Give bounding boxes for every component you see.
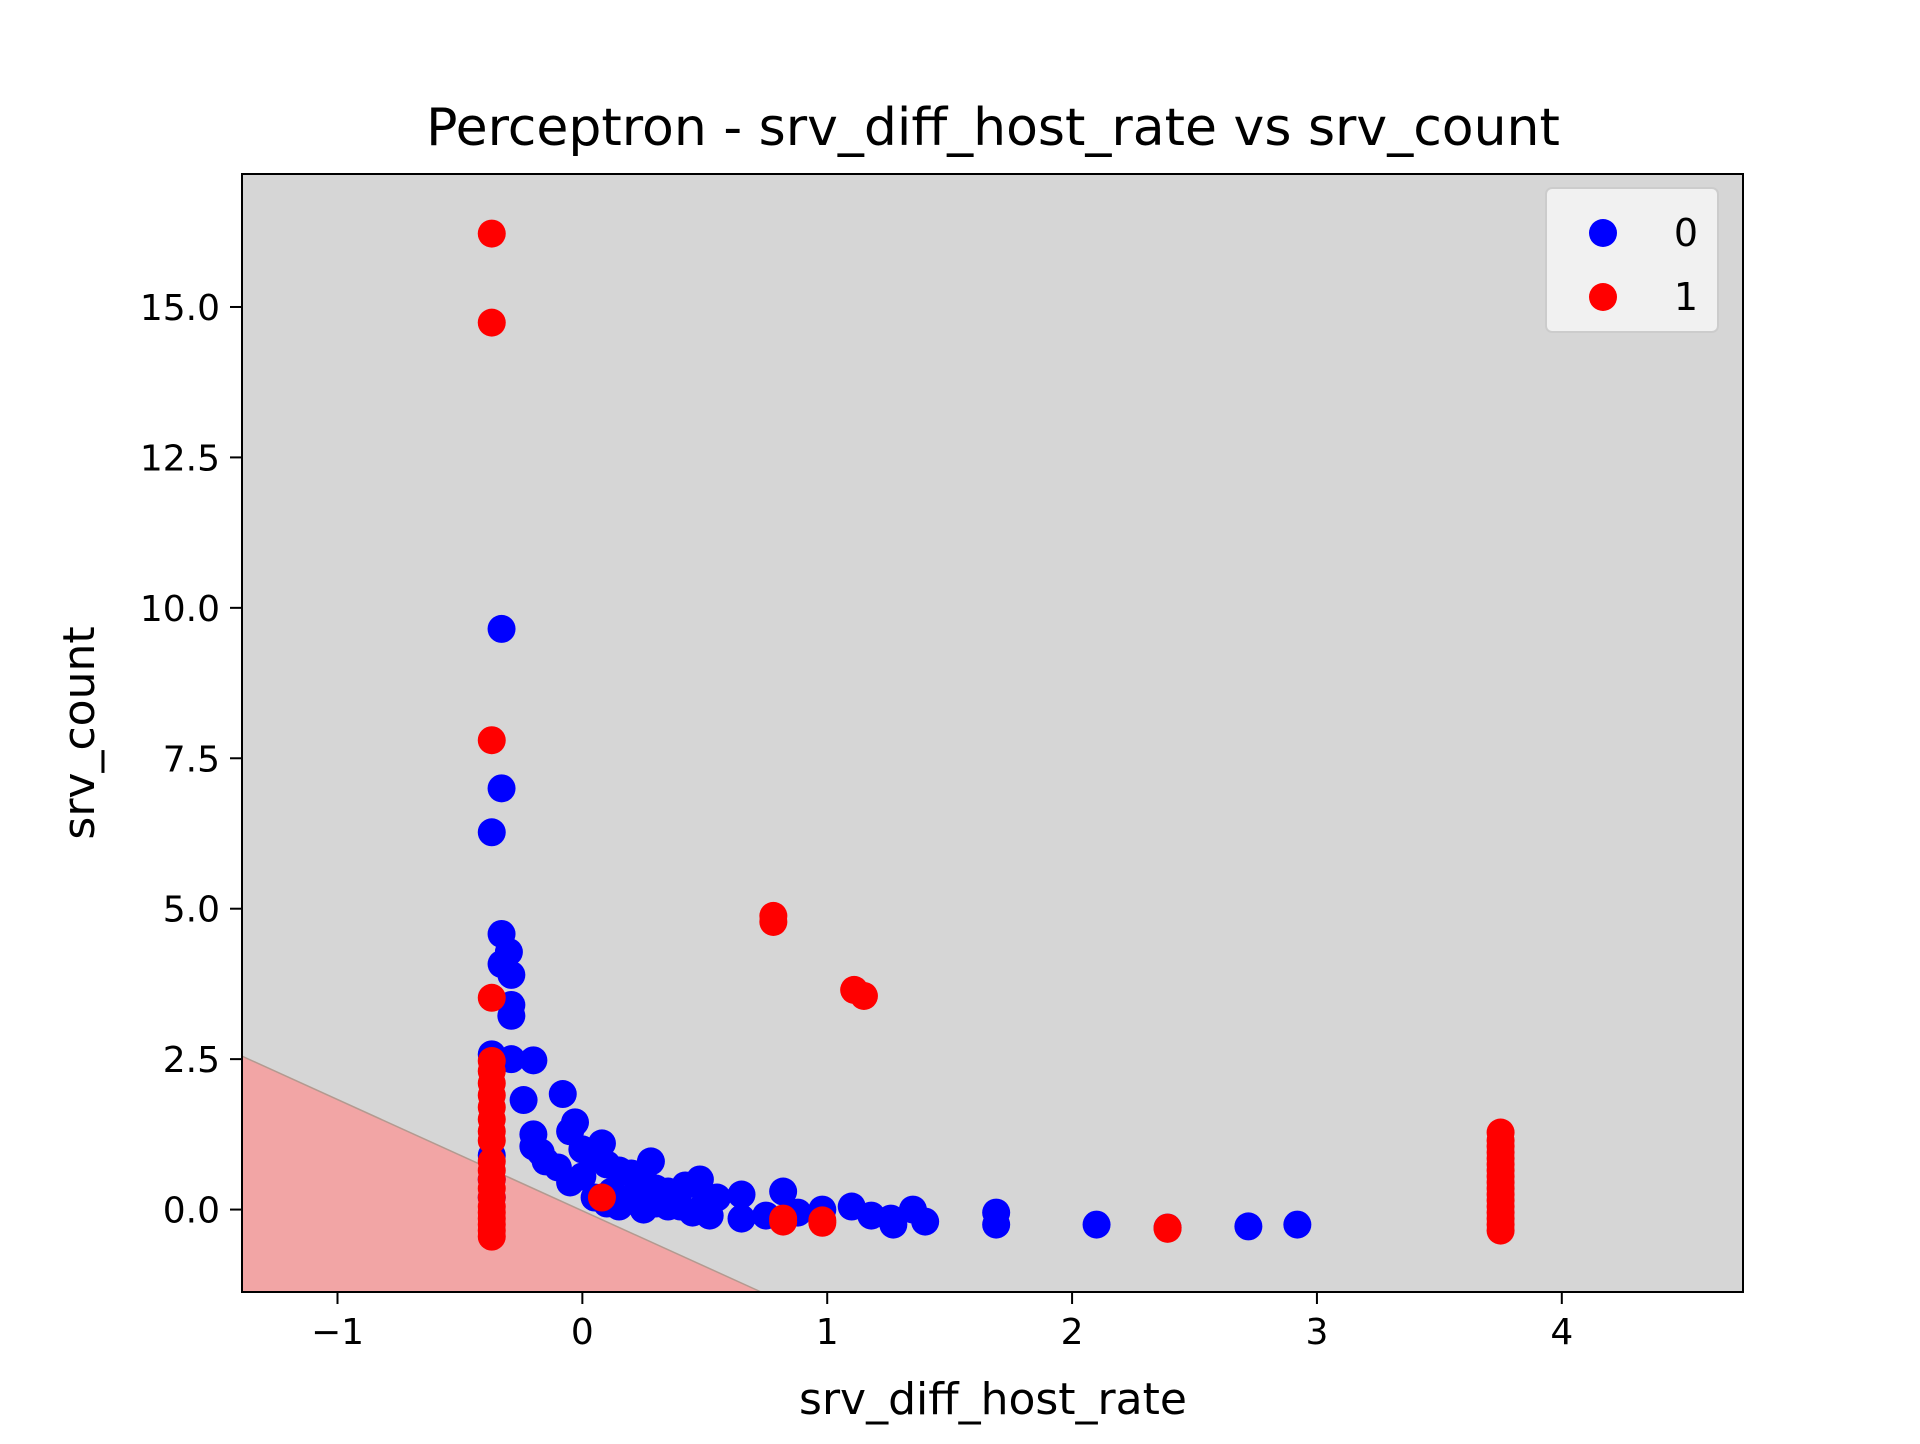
axes-frame [241,173,1744,1293]
data-point-class-0 [727,1204,756,1233]
data-point-class-1 [477,1222,506,1251]
data-point-class-0 [497,1001,526,1030]
legend-label-0: 0 [1674,211,1698,255]
y-axis-label: srv_count [54,626,105,839]
data-point-class-0 [727,1180,756,1209]
x-tick-label: 1 [816,1312,839,1353]
legend-label-1: 1 [1674,275,1698,319]
x-tick-label: 0 [571,1312,594,1353]
data-point-class-0 [487,774,516,803]
plot-background [242,174,1743,1292]
data-point-class-1 [849,981,878,1010]
data-point-class-1 [769,1204,798,1233]
legend-box [1545,187,1719,333]
x-axis-label: srv_diff_host_rate [799,1374,1187,1425]
y-tick-label: 15.0 [140,288,220,329]
y-tick-label: 5.0 [163,890,220,931]
data-point-class-0 [769,1177,798,1206]
data-point-class-1 [587,1183,616,1212]
data-point-class-0 [509,1086,538,1115]
data-point-class-0 [879,1210,908,1239]
x-tick-label: −1 [311,1312,364,1353]
data-point-class-1 [1153,1213,1182,1242]
y-tick-label: 12.5 [140,438,220,479]
data-point-class-1 [477,219,506,248]
data-point-class-1 [808,1208,837,1237]
data-point-class-0 [477,818,506,847]
y-tick-label: 2.5 [163,1040,220,1081]
data-point-class-0 [1234,1212,1263,1241]
data-point-class-1 [1486,1216,1515,1245]
chart-title: Perceptron - srv_diff_host_rate vs srv_c… [426,98,1560,158]
data-point-class-0 [519,1046,548,1075]
data-point-class-0 [685,1165,714,1194]
data-point-class-0 [556,1168,585,1197]
data-point-class-0 [497,960,526,989]
y-tick-label: 10.0 [140,589,220,630]
data-point-class-0 [1283,1210,1312,1239]
data-point-class-0 [1082,1210,1111,1239]
data-point-class-1 [477,726,506,755]
data-point-class-1 [477,983,506,1012]
data-point-class-1 [477,1126,506,1155]
y-tick-label: 7.5 [163,739,220,780]
legend-marker-0 [1589,219,1617,247]
data-point-class-0 [695,1201,724,1230]
data-point-class-0 [548,1080,577,1109]
plot-area [241,174,1743,1293]
data-point-class-1 [759,907,788,936]
data-point-class-1 [477,308,506,337]
x-tick-label: 4 [1550,1312,1573,1353]
data-point-class-0 [911,1207,940,1236]
axes: −1 0 1 2 3 40.02.55.07.510.012.515.0 [140,173,1744,1353]
x-tick-label: 3 [1305,1312,1328,1353]
data-point-class-0 [654,1192,683,1221]
legend-marker-1 [1589,283,1617,311]
x-tick-label: 2 [1061,1312,1084,1353]
legend: 01 [1545,187,1719,333]
data-point-class-0 [487,614,516,643]
y-tick-label: 0.0 [163,1191,220,1232]
data-point-class-0 [629,1195,658,1224]
data-point-class-0 [982,1210,1011,1239]
